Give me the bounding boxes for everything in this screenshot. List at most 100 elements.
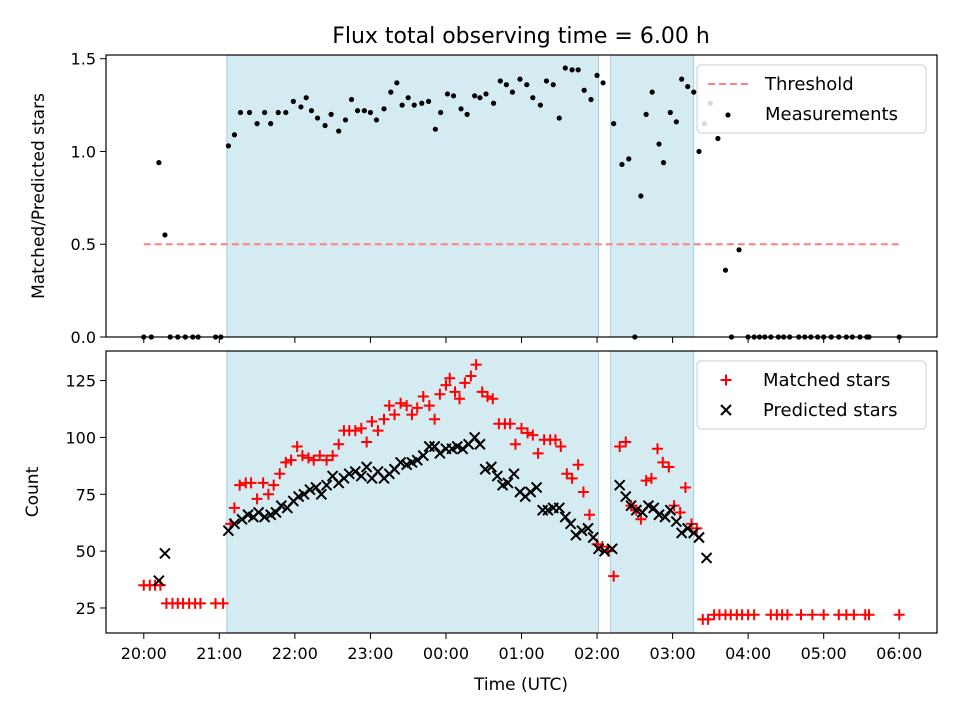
measurement-point xyxy=(268,121,274,127)
measurement-point xyxy=(497,78,503,84)
measurement-point xyxy=(530,95,536,101)
measurement-point xyxy=(303,95,309,101)
predicted-star-marker xyxy=(620,490,632,503)
matched-star-marker xyxy=(509,438,521,450)
predicted-star-marker xyxy=(468,431,481,444)
y-tick-label: 1.5 xyxy=(71,50,96,69)
x-tick-label: 22:00 xyxy=(272,644,318,663)
top-y-axis-label: Matched/Predicted stars xyxy=(29,93,49,299)
measurement-point xyxy=(444,91,451,97)
matched-star-marker xyxy=(863,609,875,621)
predicted-star-marker xyxy=(647,502,660,514)
measurement-point xyxy=(308,108,315,114)
predicted-star-marker xyxy=(270,506,282,519)
observing-window-band xyxy=(226,350,599,634)
x-tick-label: 03:00 xyxy=(650,644,696,663)
predicted-star-marker xyxy=(159,547,171,560)
bottom-y-ticks: 25 50 75 100 125 xyxy=(65,372,106,618)
predicted-star-marker xyxy=(559,511,572,523)
matched-star-marker xyxy=(327,450,339,462)
predicted-star-marker xyxy=(343,468,355,480)
legend-measurement-swatch xyxy=(725,112,731,118)
predicted-star-marker xyxy=(360,461,373,473)
matched-star-marker xyxy=(449,386,461,398)
measurement-point xyxy=(691,89,697,95)
predicted-star-marker xyxy=(508,468,520,480)
predicted-star-marker xyxy=(320,479,333,491)
measurement-point xyxy=(477,95,483,101)
measurement-point xyxy=(231,132,238,138)
predicted-star-marker xyxy=(582,522,594,535)
measurement-point xyxy=(722,267,729,273)
predicted-star-marker xyxy=(670,515,683,528)
x-tick-label: 23:00 xyxy=(347,644,393,663)
measurement-point xyxy=(373,117,380,123)
matched-star-marker xyxy=(194,597,206,609)
predicted-star-marker xyxy=(411,454,423,466)
matched-star-marker xyxy=(411,402,423,414)
measurement-point xyxy=(411,102,417,108)
legend-box xyxy=(696,360,927,430)
matched-star-marker xyxy=(781,609,793,621)
predicted-star-marker xyxy=(630,504,643,516)
measurement-point xyxy=(246,109,253,116)
measurement-point xyxy=(696,148,702,155)
predicted-star-marker xyxy=(491,470,504,482)
legend-threshold-label: Threshold xyxy=(764,74,854,95)
matched-star-marker xyxy=(285,454,297,466)
predicted-star-marker xyxy=(530,481,543,494)
matched-star-marker xyxy=(577,486,589,498)
predicted-star-marker xyxy=(153,574,165,587)
measurement-point xyxy=(354,108,361,114)
y-tick-label: 0.0 xyxy=(71,328,96,347)
predicted-star-marker xyxy=(349,465,362,478)
x-tick-label: 01:00 xyxy=(498,644,544,663)
measurement-point xyxy=(588,96,594,103)
measurement-point xyxy=(649,89,655,95)
measurement-point xyxy=(550,82,556,88)
x-tick-label: 05:00 xyxy=(801,644,847,663)
y-tick-label: 1.0 xyxy=(71,142,96,161)
bottom-y-axis-label: Count xyxy=(23,466,43,517)
predicted-star-marker xyxy=(592,543,605,555)
predicted-star-marker xyxy=(304,484,316,496)
matched-star-marker xyxy=(366,416,378,427)
predicted-star-marker xyxy=(258,511,271,523)
measurement-point xyxy=(399,102,405,108)
matched-star-marker xyxy=(395,397,407,409)
count-panel: 25 50 75 100 125 20:00 21:00 22:00 23:00 00:00 01… xyxy=(23,350,938,695)
matched-star-marker xyxy=(217,597,229,609)
predicted-star-marker xyxy=(564,518,577,530)
matched-star-marker xyxy=(378,413,390,425)
matched-star-marker xyxy=(361,436,373,448)
predicted-star-marker xyxy=(606,543,618,555)
matched-star-marker xyxy=(257,477,269,489)
predicted-star-marker xyxy=(653,509,665,521)
predicted-star-marker xyxy=(553,502,565,514)
measurement-point xyxy=(394,80,400,86)
predicted-star-marker xyxy=(310,481,322,494)
predicted-star-marker xyxy=(479,463,491,475)
matched-star-marker xyxy=(549,434,561,446)
measurement-point xyxy=(425,98,432,104)
matched-star-marker xyxy=(234,479,246,491)
predicted-star-marker xyxy=(681,522,694,535)
measurement-point xyxy=(611,121,617,127)
matched-star-marker xyxy=(795,609,807,621)
matched-star-marker xyxy=(401,400,413,412)
matched-star-marker xyxy=(429,413,441,425)
matched-star-marker xyxy=(572,459,584,471)
predicted-star-marker xyxy=(394,456,407,469)
observing-windows xyxy=(226,54,695,338)
predicted-star-marker xyxy=(275,499,287,512)
bottom-x-ticks: 20:00 21:00 22:00 23:00 00:00 01:00 02:00 03:00… xyxy=(121,633,922,663)
matched-star-marker xyxy=(251,493,263,505)
predicted-star-marker xyxy=(614,479,626,491)
measurement-point xyxy=(225,143,231,149)
matched-star-marker xyxy=(504,418,516,430)
measurement-point xyxy=(517,76,523,82)
y-tick-label: 25 xyxy=(76,599,96,618)
predicted-star-marker xyxy=(576,524,588,537)
predicted-star-marker xyxy=(417,449,429,462)
predicted-star-marker xyxy=(524,486,537,498)
